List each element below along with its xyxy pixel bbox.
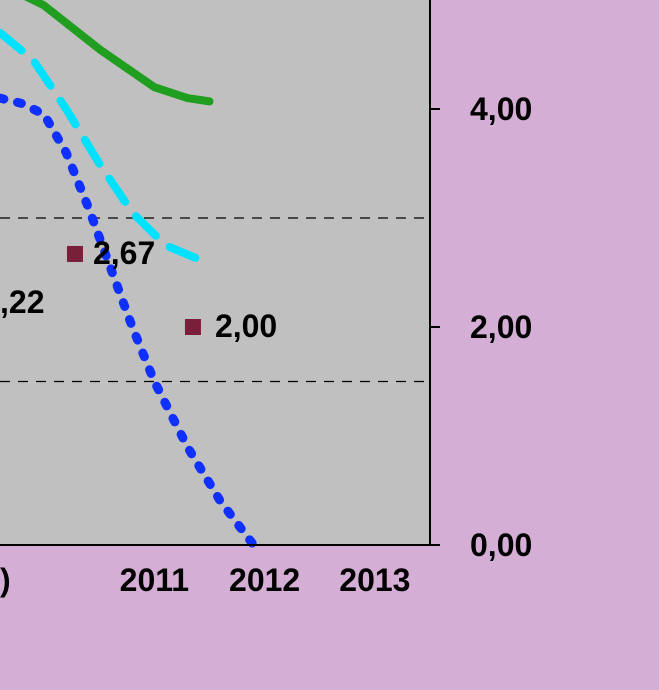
data-label: 2,00 — [215, 308, 277, 344]
x-tick-label: 2012 — [229, 562, 300, 598]
x-tick-label: 2011 — [120, 562, 189, 598]
y-tick-label: 0,00 — [470, 527, 532, 563]
y-tick-label: 4,00 — [470, 91, 532, 127]
chart-svg: 2,67 2,00 ,22 0,00 2,00 4,00) 2011 2012 2013 — [0, 0, 659, 690]
plot-area — [0, 0, 430, 545]
x-tick-label: 2013 — [339, 562, 410, 598]
data-label: 2,67 — [93, 235, 155, 271]
x-tick-label-partial: ) — [0, 562, 11, 598]
data-label-partial: ,22 — [0, 284, 44, 320]
data-marker — [185, 319, 201, 335]
data-marker — [67, 246, 83, 262]
y-tick-label: 2,00 — [470, 309, 532, 345]
